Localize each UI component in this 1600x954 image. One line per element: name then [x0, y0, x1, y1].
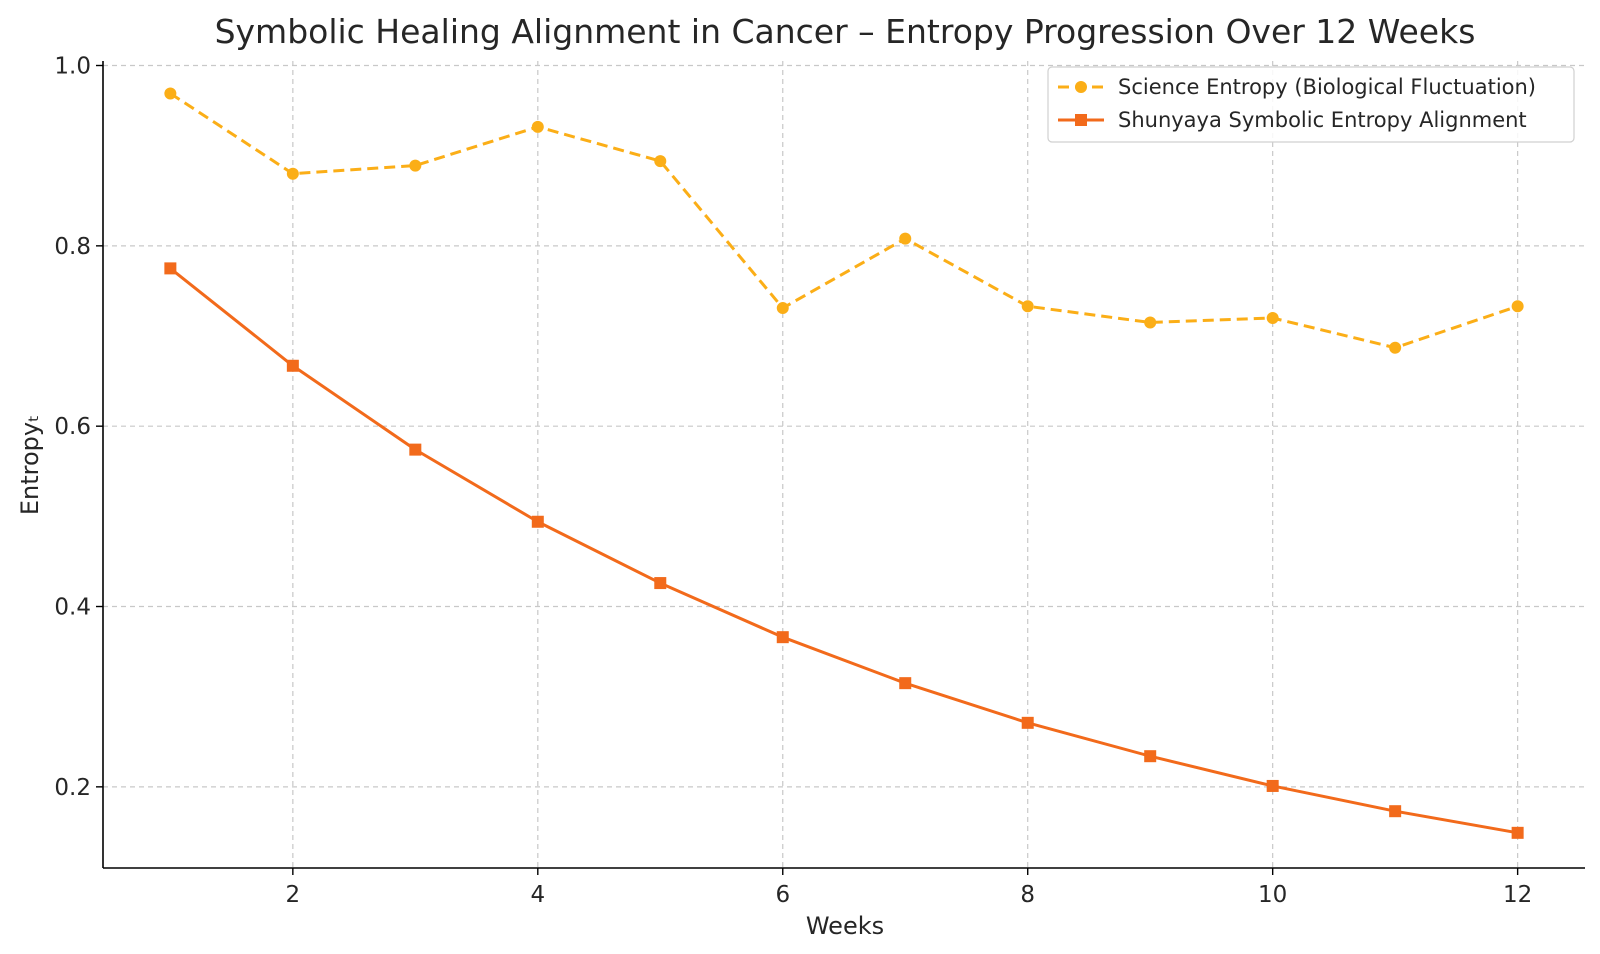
data-point	[654, 155, 667, 168]
data-point	[1021, 300, 1034, 313]
legend-marker	[1075, 114, 1087, 126]
data-point	[164, 262, 177, 275]
series-2	[164, 262, 1524, 839]
y-tick-label: 0.8	[54, 234, 91, 260]
data-point	[409, 443, 422, 456]
legend-item: Shunyaya Symbolic Entropy Alignment	[1058, 108, 1527, 132]
legend-item: Science Entropy (Biological Fluctuation)	[1058, 75, 1536, 99]
y-tick-label: 0.4	[54, 595, 91, 621]
chart-title: Symbolic Healing Alignment in Cancer – E…	[215, 12, 1476, 51]
x-tick-label: 6	[775, 882, 790, 908]
data-point	[286, 359, 299, 372]
data-point	[899, 232, 912, 245]
legend-box	[1047, 66, 1575, 143]
data-point	[1266, 779, 1279, 792]
y-tick-label: 0.6	[54, 414, 91, 440]
series-line	[169, 267, 1518, 835]
legend: Science Entropy (Biological Fluctuation)…	[1047, 66, 1575, 143]
data-point	[1144, 750, 1157, 763]
series-line	[169, 92, 1519, 350]
legend-label: Science Entropy (Biological Fluctuation)	[1118, 75, 1536, 99]
data-point	[1511, 826, 1524, 839]
x-tick-label: 2	[286, 882, 301, 908]
x-tick-label: 8	[1020, 882, 1035, 908]
series-layer	[164, 87, 1524, 839]
data-point	[531, 120, 544, 133]
data-point	[776, 302, 789, 315]
y-axis-label: Entropyₜ	[16, 415, 44, 515]
data-point	[1021, 716, 1034, 729]
series-1	[164, 87, 1524, 354]
data-point	[164, 87, 177, 100]
x-axis-label: Weeks	[806, 912, 884, 940]
data-point	[531, 515, 544, 528]
x-tick-label: 12	[1503, 882, 1532, 908]
legend-items: Science Entropy (Biological Fluctuation)…	[1058, 75, 1536, 132]
legend-label: Shunyaya Symbolic Entropy Alignment	[1118, 108, 1527, 132]
grid	[103, 61, 1585, 868]
data-point	[776, 631, 789, 644]
ticks: 2 4 6 8 10 12 0.2 0.4 0.6 0.8 1.0	[54, 54, 1532, 908]
data-point	[1511, 300, 1524, 313]
y-tick-label: 0.2	[54, 775, 91, 801]
data-point	[654, 577, 667, 590]
data-point	[1144, 316, 1157, 329]
data-point	[1389, 805, 1402, 818]
data-point	[286, 167, 299, 180]
data-point	[409, 159, 422, 172]
x-tick-label: 4	[530, 882, 545, 908]
data-point	[1389, 341, 1402, 354]
data-point	[1266, 311, 1279, 324]
legend-marker	[1075, 81, 1087, 93]
y-tick-label: 1.0	[54, 54, 91, 80]
x-tick-label: 10	[1258, 882, 1287, 908]
data-point	[899, 677, 912, 690]
axes	[102, 61, 1585, 869]
